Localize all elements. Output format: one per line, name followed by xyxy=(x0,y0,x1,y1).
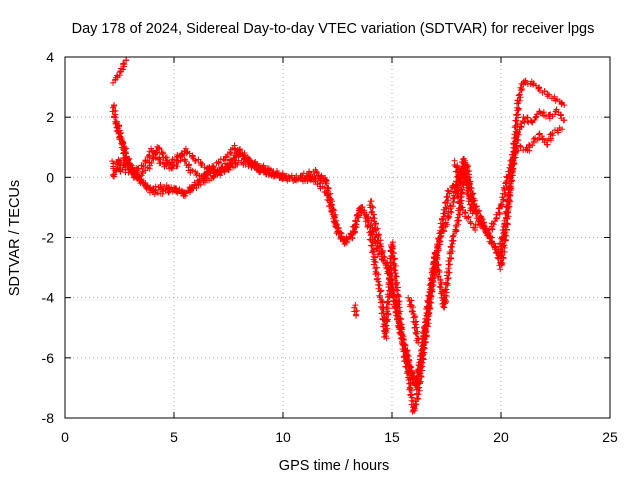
plus-markers xyxy=(366,124,566,386)
y-tick-label: 4 xyxy=(46,49,54,65)
data-track xyxy=(351,302,360,319)
plus-markers xyxy=(109,102,330,197)
data-series-sdtvar xyxy=(109,57,568,415)
y-tick-label: -8 xyxy=(42,410,55,426)
axis-ticks xyxy=(64,56,611,419)
y-tick-label: -2 xyxy=(42,230,55,246)
y-tick-label: 0 xyxy=(46,169,54,185)
x-tick-label: 10 xyxy=(275,429,291,445)
y-tick-label: -6 xyxy=(42,350,55,366)
data-track xyxy=(451,155,477,217)
chart-title: Day 178 of 2024, Sidereal Day-to-day VTE… xyxy=(72,21,595,37)
y-axis-tick-labels: 4 2 0 -2 -4 -6 -8 xyxy=(42,49,55,426)
plus-markers xyxy=(110,57,130,86)
data-track xyxy=(109,102,330,197)
plus-markers xyxy=(451,155,477,217)
x-tick-label: 15 xyxy=(384,429,400,445)
x-axis-label: GPS time / hours xyxy=(279,458,389,474)
data-track xyxy=(279,77,568,415)
data-track xyxy=(366,124,566,386)
x-tick-label: 20 xyxy=(493,429,509,445)
y-tick-label: 2 xyxy=(46,109,54,125)
x-tick-label: 5 xyxy=(170,429,178,445)
plus-markers xyxy=(405,294,422,346)
data-track xyxy=(405,294,422,346)
x-tick-label: 25 xyxy=(602,429,618,445)
x-tick-label: 0 xyxy=(61,429,69,445)
x-axis-tick-labels: 0 5 10 15 20 25 xyxy=(61,429,618,445)
y-axis-label: SDTVAR / TECUs xyxy=(7,180,23,296)
data-track xyxy=(113,120,138,181)
plus-markers xyxy=(279,77,568,415)
y-tick-label: -4 xyxy=(42,290,55,306)
plus-markers xyxy=(351,302,360,319)
data-track xyxy=(110,57,130,86)
plus-markers xyxy=(113,120,138,181)
gridlines xyxy=(65,57,610,418)
